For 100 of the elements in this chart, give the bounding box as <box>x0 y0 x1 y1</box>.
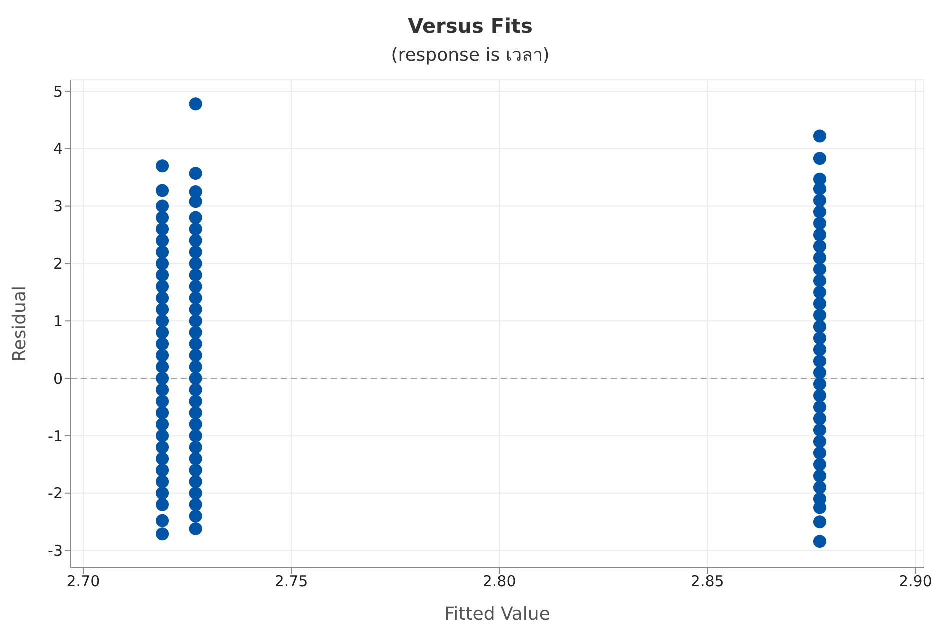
x-tick-label: 2.80 <box>482 572 516 591</box>
point <box>813 378 826 391</box>
point <box>813 343 826 356</box>
point <box>813 217 826 230</box>
point <box>189 510 202 523</box>
point <box>813 308 826 322</box>
chart-subtitle: (response is เวลา) <box>390 44 551 68</box>
point <box>189 195 202 208</box>
point <box>813 435 826 448</box>
point <box>189 440 202 454</box>
point <box>189 280 202 294</box>
point <box>813 389 826 402</box>
point <box>813 366 826 380</box>
point <box>156 384 170 397</box>
point <box>156 257 170 270</box>
y-tick-label: -1 <box>48 427 63 446</box>
point <box>189 257 202 270</box>
point <box>156 303 170 316</box>
y-tick-label: -3 <box>48 542 63 560</box>
y-tick-label: 3 <box>53 198 63 216</box>
point <box>813 251 826 264</box>
point <box>156 184 170 198</box>
point <box>189 268 202 282</box>
point <box>156 211 170 224</box>
point <box>189 395 202 408</box>
y-tick-label: 2 <box>53 255 63 274</box>
point <box>156 418 170 431</box>
point <box>189 167 202 180</box>
point <box>813 458 826 472</box>
point <box>156 475 170 488</box>
point <box>189 418 202 431</box>
point <box>813 228 826 242</box>
point <box>813 332 826 345</box>
point <box>189 498 202 512</box>
point <box>813 206 826 219</box>
point <box>156 314 170 328</box>
point <box>813 412 826 426</box>
point <box>189 234 202 248</box>
point <box>189 349 202 362</box>
point <box>813 262 826 276</box>
point <box>813 130 826 143</box>
point <box>156 360 170 374</box>
point <box>156 338 170 351</box>
point <box>189 384 202 397</box>
point <box>813 400 826 414</box>
point <box>189 522 202 536</box>
point <box>189 292 202 305</box>
point <box>156 464 170 477</box>
point <box>189 222 202 236</box>
point <box>189 486 202 500</box>
point <box>189 303 202 316</box>
x-tick-label: 2.70 <box>66 572 100 591</box>
y-tick-label: 1 <box>53 312 63 330</box>
point <box>189 314 202 328</box>
point <box>156 234 170 248</box>
x-tick-label: 2.75 <box>274 572 308 591</box>
point <box>156 406 170 420</box>
point <box>189 429 202 442</box>
x-axis-title: Fitted Value <box>444 604 550 625</box>
point <box>189 372 202 386</box>
y-tick-label: 4 <box>53 140 63 158</box>
point <box>156 498 170 512</box>
point <box>813 297 826 310</box>
point <box>189 475 202 488</box>
point <box>189 246 202 259</box>
point <box>156 528 170 541</box>
x-tick-label: 2.85 <box>690 572 724 591</box>
point <box>189 360 202 374</box>
point <box>189 406 202 420</box>
point <box>813 535 826 548</box>
point <box>156 280 170 294</box>
point <box>156 514 170 528</box>
point <box>156 372 170 386</box>
point <box>189 326 202 340</box>
point <box>189 338 202 351</box>
point <box>813 501 826 514</box>
point <box>156 452 170 466</box>
point <box>156 349 170 362</box>
point <box>156 292 170 305</box>
point <box>813 182 826 196</box>
point <box>156 200 170 213</box>
point <box>156 395 170 408</box>
point <box>813 446 826 460</box>
point <box>156 440 170 454</box>
point <box>156 246 170 259</box>
point <box>156 160 170 173</box>
y-tick-label: 5 <box>53 82 63 101</box>
point <box>156 268 170 282</box>
y-axis-title: Residual <box>9 286 30 362</box>
point <box>813 194 826 208</box>
point <box>813 516 826 529</box>
point <box>813 320 826 334</box>
point <box>813 274 826 288</box>
point <box>813 470 826 483</box>
point <box>189 464 202 477</box>
point <box>156 486 170 500</box>
point <box>813 481 826 494</box>
point <box>813 354 826 368</box>
point <box>189 452 202 466</box>
point <box>813 424 826 437</box>
